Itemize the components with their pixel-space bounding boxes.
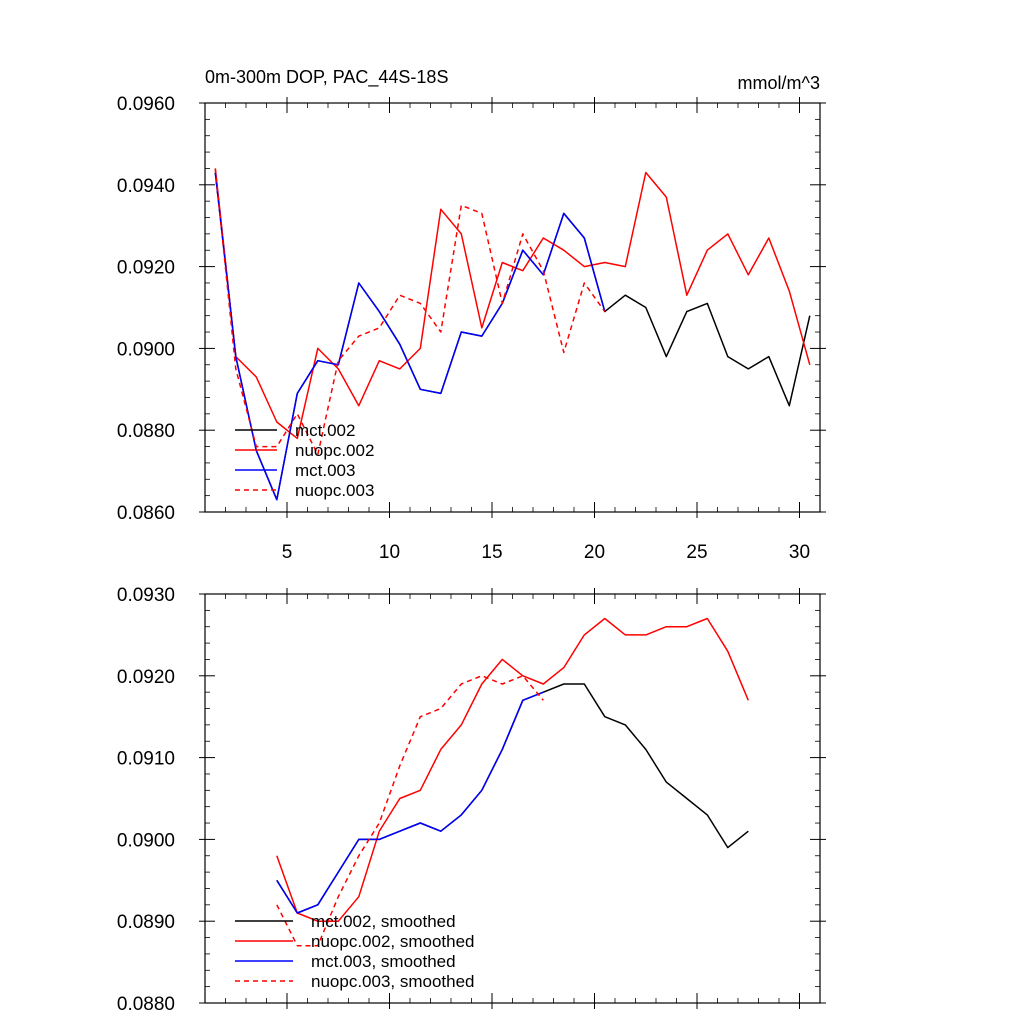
series-line-1 bbox=[214, 168, 811, 440]
legend-label: nuopc.002, smoothed bbox=[311, 932, 475, 951]
y-tick-label: 0.0910 bbox=[117, 749, 175, 770]
legend-label: nuopc.003 bbox=[295, 481, 374, 500]
chart-title: 0m-300m DOP, PAC_44S-18S bbox=[205, 67, 448, 88]
y-tick-label: 0.0920 bbox=[117, 258, 175, 279]
y-tick-label: 0.0900 bbox=[117, 339, 175, 360]
y-tick-label: 0.0940 bbox=[117, 176, 175, 197]
series-line-2 bbox=[214, 172, 606, 501]
x-tick-label: 25 bbox=[686, 542, 707, 563]
legend-label: nuopc.002 bbox=[295, 441, 374, 460]
y-tick-label: 0.0890 bbox=[117, 912, 175, 933]
legend-label: mct.003, smoothed bbox=[311, 952, 456, 971]
series-line-3 bbox=[214, 168, 606, 456]
y-tick-label: 0.0960 bbox=[117, 94, 175, 115]
x-tick-label: 5 bbox=[282, 542, 293, 563]
x-tick-label: 15 bbox=[481, 542, 502, 563]
series-line-3 bbox=[276, 675, 544, 947]
plot-frame bbox=[204, 593, 821, 1004]
legend-label: mct.003 bbox=[295, 461, 355, 480]
y-tick-label: 0.0880 bbox=[117, 421, 175, 442]
y-tick-label: 0.0900 bbox=[117, 830, 175, 851]
legend-label: mct.002, smoothed bbox=[311, 912, 456, 931]
legend-label: mct.002 bbox=[295, 421, 355, 440]
y-tick-label: 0.0860 bbox=[117, 503, 175, 524]
y-tick-label: 0.0880 bbox=[117, 994, 175, 1015]
x-tick-label: 20 bbox=[584, 542, 605, 563]
x-tick-label: 30 bbox=[789, 542, 810, 563]
series-line-2 bbox=[276, 691, 544, 914]
bottom-panel: 0.0880 0.0890 0.0900 0.0910 0.0920 0.0930 mct.… bbox=[117, 585, 826, 1015]
x-tick-label: 10 bbox=[379, 542, 400, 563]
units-label: mmol/m^3 bbox=[738, 73, 820, 93]
y-tick-label: 0.0920 bbox=[117, 667, 175, 688]
series-line-1 bbox=[276, 617, 749, 922]
y-tick-label: 0.0930 bbox=[117, 585, 175, 606]
legend-label: nuopc.003, smoothed bbox=[311, 972, 475, 991]
top-panel: 0.0860 0.0880 0.0900 0.0920 0.0940 0.0960 5 10 1… bbox=[117, 67, 826, 563]
